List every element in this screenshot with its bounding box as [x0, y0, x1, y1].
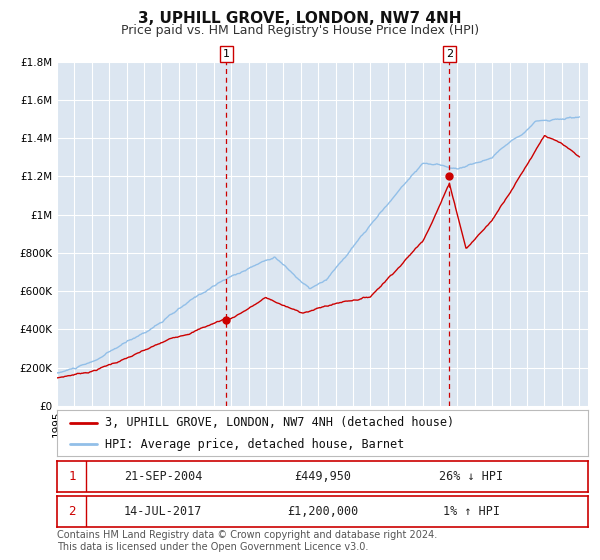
Text: 2: 2 [446, 49, 453, 59]
Text: 3, UPHILL GROVE, LONDON, NW7 4NH (detached house): 3, UPHILL GROVE, LONDON, NW7 4NH (detach… [105, 417, 454, 430]
Text: 1: 1 [68, 470, 76, 483]
Text: Contains HM Land Registry data © Crown copyright and database right 2024.: Contains HM Land Registry data © Crown c… [57, 530, 437, 540]
Text: 14-JUL-2017: 14-JUL-2017 [124, 505, 202, 518]
Text: Price paid vs. HM Land Registry's House Price Index (HPI): Price paid vs. HM Land Registry's House … [121, 24, 479, 36]
Text: £1,200,000: £1,200,000 [287, 505, 358, 518]
Text: 1% ↑ HPI: 1% ↑ HPI [443, 505, 500, 518]
Text: This data is licensed under the Open Government Licence v3.0.: This data is licensed under the Open Gov… [57, 542, 368, 552]
Text: 2: 2 [68, 505, 76, 518]
Text: 3, UPHILL GROVE, LONDON, NW7 4NH: 3, UPHILL GROVE, LONDON, NW7 4NH [138, 11, 462, 26]
Text: HPI: Average price, detached house, Barnet: HPI: Average price, detached house, Barn… [105, 437, 404, 450]
Text: 26% ↓ HPI: 26% ↓ HPI [439, 470, 503, 483]
Text: 1: 1 [223, 49, 230, 59]
Text: 21-SEP-2004: 21-SEP-2004 [124, 470, 202, 483]
Text: £449,950: £449,950 [294, 470, 351, 483]
